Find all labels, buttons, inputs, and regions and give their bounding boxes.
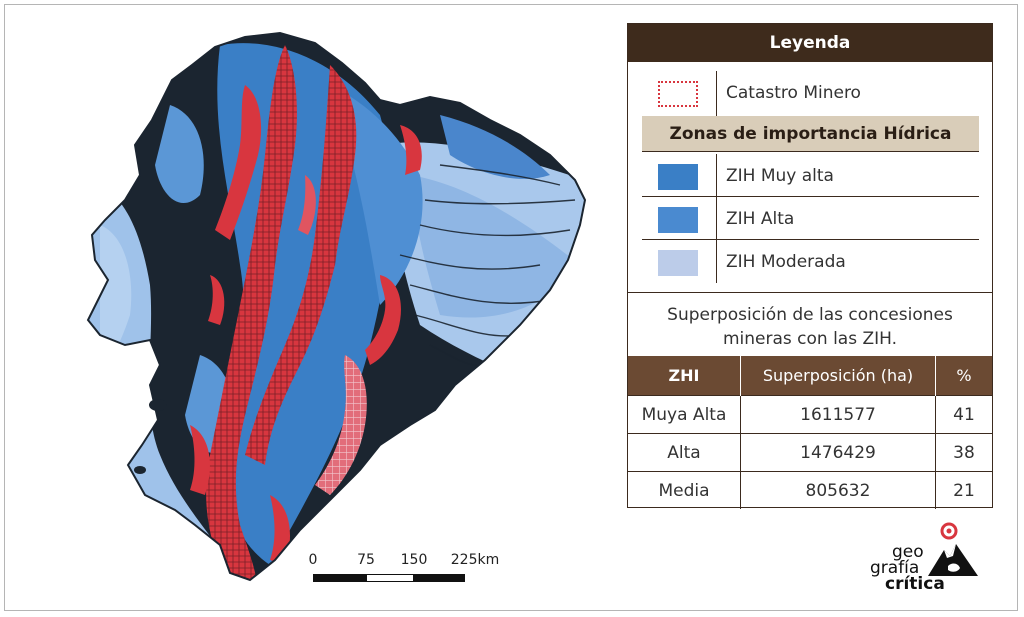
- table-cell-zone: Alta: [628, 433, 741, 472]
- table-cell-area: 805632: [740, 471, 936, 509]
- table-cell-area: 1476429: [740, 433, 936, 472]
- logo-text: crítica: [885, 574, 945, 594]
- mountain-icon: [928, 522, 978, 576]
- table-cell-pct: 38: [935, 433, 992, 472]
- legend-panel: Leyenda Catastro Minero Zonas de importa…: [627, 23, 993, 509]
- table-header-zhi: ZHI: [628, 356, 741, 396]
- legend-item-label: ZIH Alta: [726, 209, 795, 229]
- figure-frame: [4, 4, 1018, 611]
- table-row: Alta 1476429 38: [628, 433, 992, 472]
- legend-title: Leyenda: [628, 24, 992, 62]
- legend-item-alta: ZIH Alta: [642, 197, 979, 240]
- table-cell-area: 1611577: [740, 395, 936, 434]
- legend-item-label: ZIH Moderada: [726, 252, 846, 272]
- table-row: Muya Alta 1611577 41: [628, 395, 992, 434]
- legend-item-label: Catastro Minero: [726, 83, 861, 103]
- table-header-area: Superposición (ha): [740, 356, 936, 396]
- description-line: mineras con las ZIH.: [722, 329, 898, 349]
- description-line: Superposición de las concesiones: [667, 305, 953, 325]
- logo-text: geo: [892, 542, 924, 562]
- legend-item-catastro: Catastro Minero: [642, 71, 979, 116]
- scale-label-225: 225km: [450, 552, 500, 568]
- scale-segment: [313, 574, 366, 582]
- table-cell-zone: Media: [628, 471, 741, 509]
- island: [134, 466, 146, 474]
- legend-section-title: Zonas de importancia Hídrica: [642, 116, 979, 152]
- table-cell-pct: 21: [935, 471, 992, 509]
- scale-segment: [414, 574, 465, 582]
- swatch-moderada: [658, 250, 698, 276]
- table-cell-zone: Muya Alta: [628, 395, 741, 434]
- overlap-table: ZHI Superposición (ha) % Muya Alta 16115…: [628, 356, 992, 509]
- legend-item-label: ZIH Muy alta: [726, 166, 834, 186]
- scale-label-150: 150: [400, 552, 428, 568]
- catastro-swatch: [658, 81, 698, 107]
- scale-label-0: 0: [308, 552, 318, 568]
- overlap-description: Superposición de las concesiones mineras…: [628, 292, 992, 356]
- table-header-pct: %: [935, 356, 992, 396]
- ecuador-map: [86, 31, 587, 582]
- legend-item-muy-alta: ZIH Muy alta: [642, 154, 979, 197]
- swatch-alta: [658, 207, 698, 233]
- legend-item-moderada: ZIH Moderada: [642, 240, 979, 283]
- scale-label-75: 75: [357, 552, 375, 568]
- geografia-critica-logo: geo grafía crítica: [830, 522, 980, 594]
- island: [149, 399, 167, 411]
- scale-segment: [366, 574, 414, 582]
- table-cell-pct: 41: [935, 395, 992, 434]
- logo-text: grafía: [870, 558, 920, 578]
- table-row: Media 805632 21: [628, 471, 992, 509]
- scale-bar: 0 75 150 225km: [300, 552, 530, 592]
- swatch-muy-alta: [658, 164, 698, 190]
